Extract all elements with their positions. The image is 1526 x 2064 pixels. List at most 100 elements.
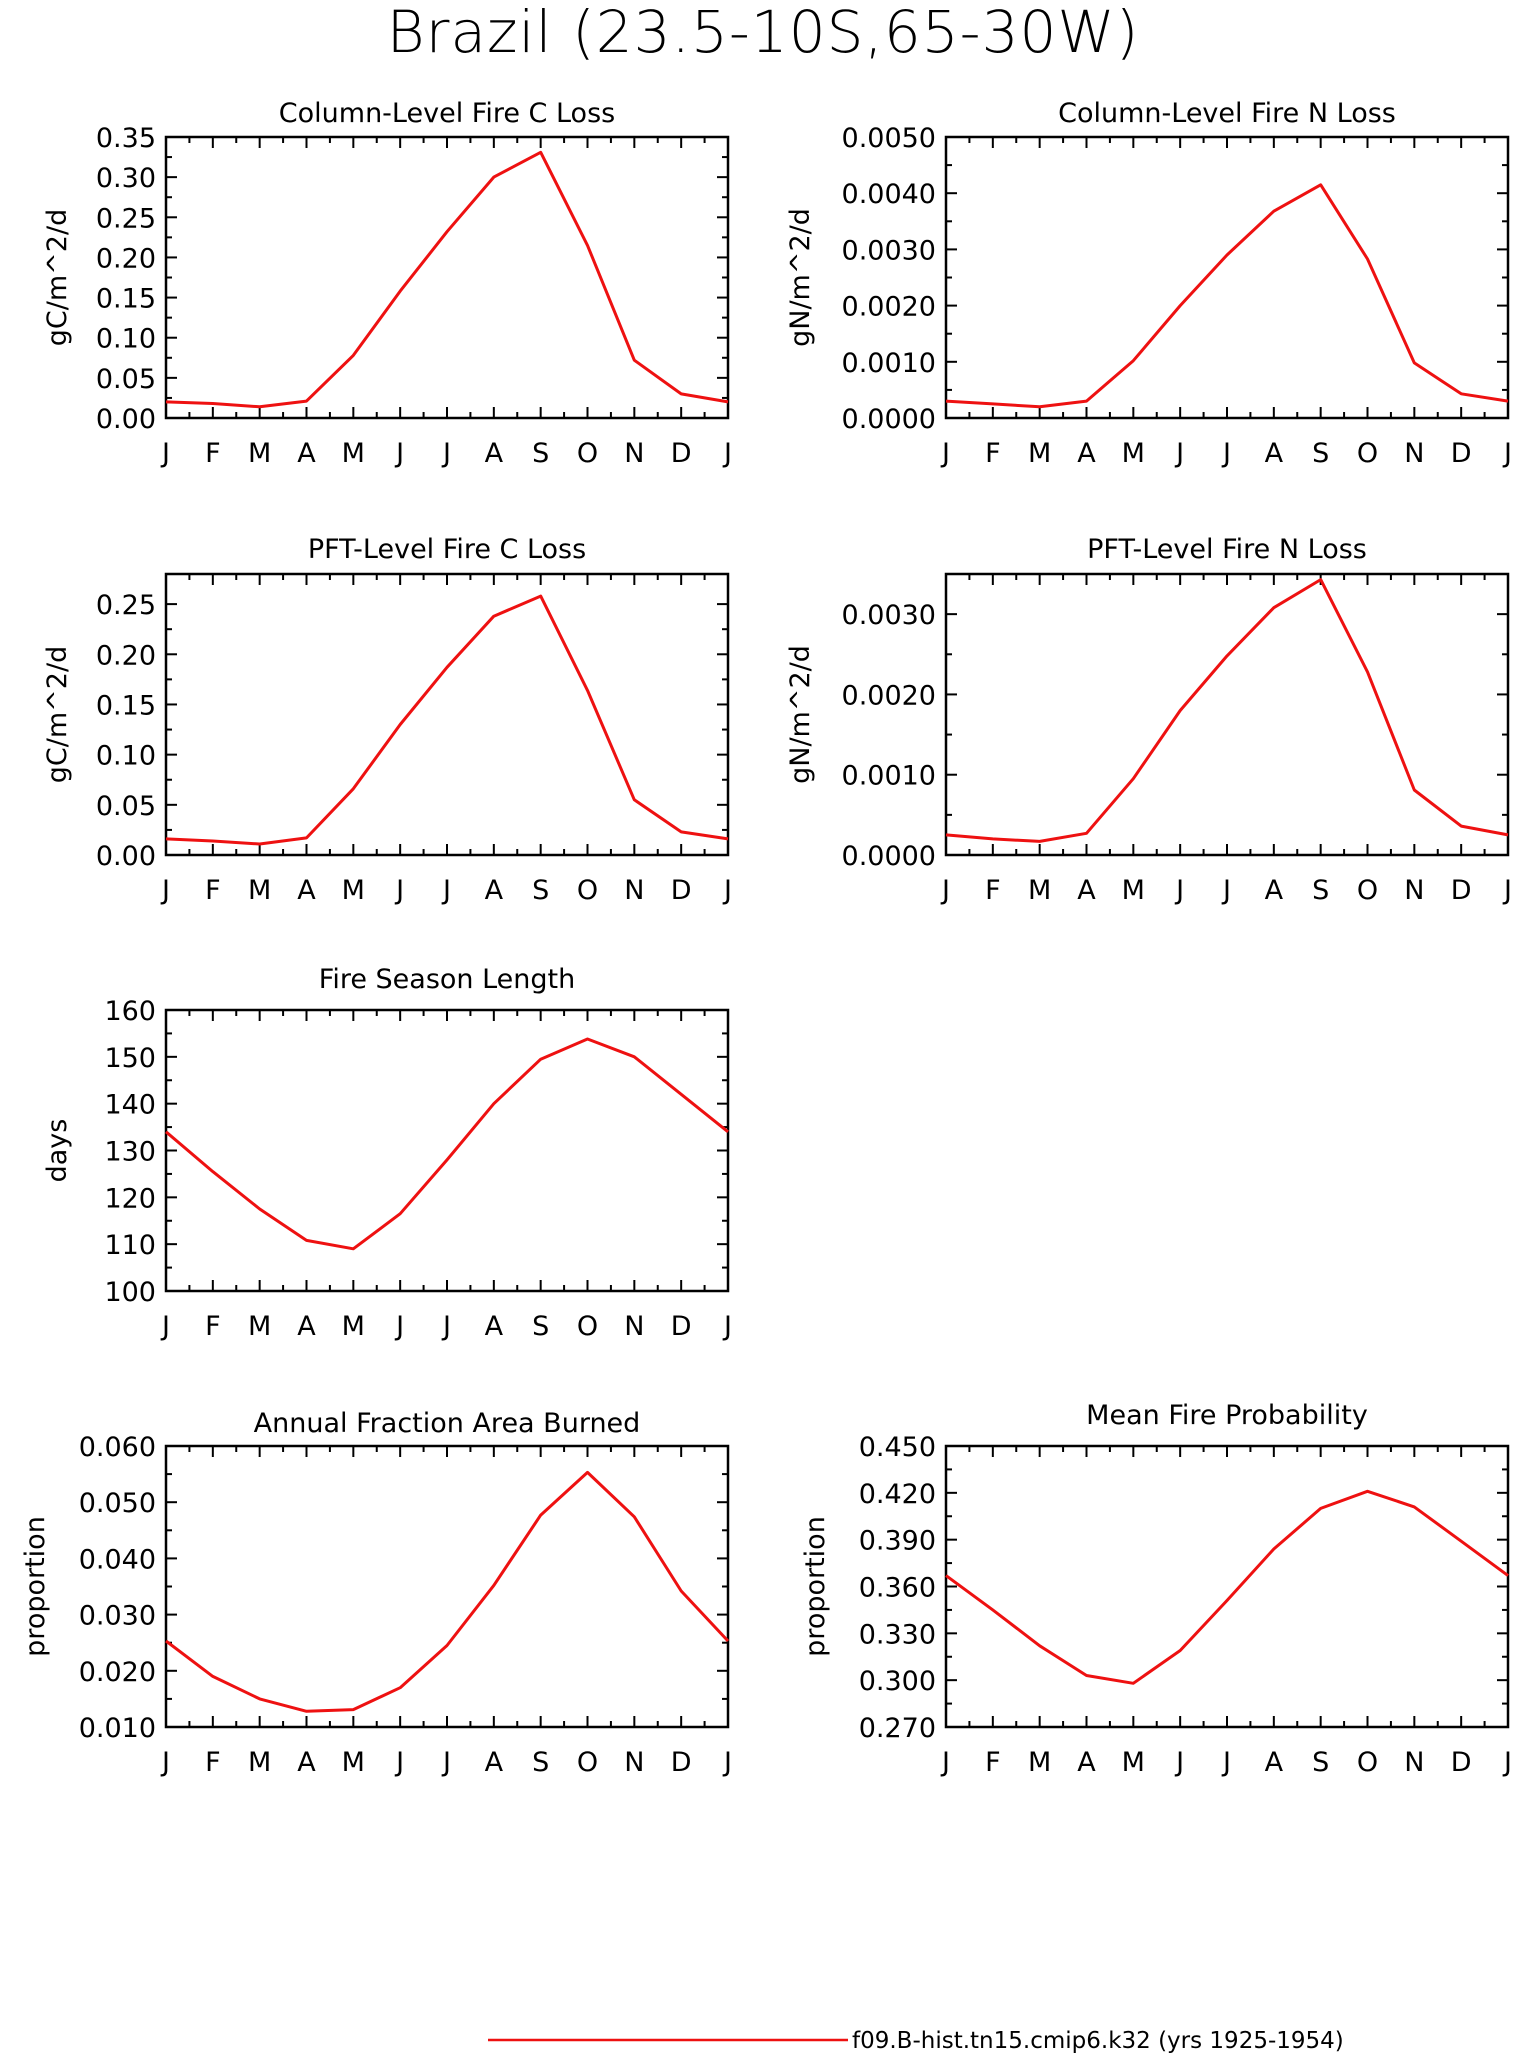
data-point (446, 666, 449, 669)
data-point (211, 402, 214, 405)
data-point (399, 290, 402, 293)
x-tick-label: M (248, 438, 271, 469)
x-tick-label: S (1312, 875, 1329, 906)
x-tick-label: J (722, 438, 732, 469)
data-point (492, 1102, 495, 1105)
data-point (492, 1584, 495, 1587)
y-tick-label: 0.0010 (842, 348, 936, 379)
x-tick-label: J (441, 1747, 451, 1778)
series-line (165, 1470, 730, 1713)
y-tick-label: 0.00 (96, 841, 156, 872)
y-tick-label: 0.0010 (842, 761, 936, 792)
data-point (633, 359, 636, 362)
y-axis-label: gN/m^2/d (785, 645, 816, 784)
data-point (1319, 578, 1322, 581)
x-tick-label: O (577, 1747, 598, 1778)
data-point (586, 244, 589, 247)
data-point (258, 1208, 261, 1211)
x-tick-label: M (1028, 875, 1051, 906)
data-point (1179, 1649, 1182, 1652)
x-tick-label: M (248, 875, 271, 906)
x-tick-label: J (1502, 438, 1512, 469)
data-point (1132, 1682, 1135, 1685)
x-tick-label: S (1312, 1747, 1329, 1778)
x-tick-label: O (1357, 875, 1378, 906)
x-tick-label: S (532, 1311, 549, 1342)
data-point (1038, 405, 1041, 408)
data-point (727, 837, 730, 840)
data-point (1366, 1490, 1369, 1493)
y-tick-label: 0.450 (859, 1432, 936, 1463)
data-point (1366, 257, 1369, 260)
x-tick-label: J (1174, 1747, 1184, 1778)
y-tick-label: 0.20 (96, 243, 156, 274)
y-tick-label: 110 (104, 1230, 156, 1261)
data-point (305, 400, 308, 403)
y-tick-label: 150 (104, 1043, 156, 1074)
y-axis-label: gN/m^2/d (785, 208, 816, 347)
data-point (399, 1212, 402, 1215)
data-point (1226, 254, 1229, 257)
x-tick-label: F (985, 1747, 1001, 1778)
x-tick-label: A (1265, 1747, 1284, 1778)
x-tick-label: J (394, 875, 404, 906)
data-point (1413, 361, 1416, 364)
x-tick-label: O (577, 1311, 598, 1342)
x-tick-label: J (441, 438, 451, 469)
data-point (586, 1038, 589, 1041)
x-tick-label: S (532, 1747, 549, 1778)
y-tick-label: 0.35 (96, 123, 156, 154)
data-point (680, 392, 683, 395)
x-tick-label: F (205, 1311, 221, 1342)
y-tick-label: 130 (104, 1137, 156, 1168)
x-tick-label: J (160, 1311, 170, 1342)
x-tick-label: O (1357, 438, 1378, 469)
y-tick-label: 0.0020 (842, 292, 936, 323)
data-point (727, 400, 730, 403)
x-tick-label: J (940, 1747, 950, 1778)
y-tick-label: 0.25 (96, 203, 156, 234)
x-tick-label: J (1174, 438, 1184, 469)
y-tick-label: 0.10 (96, 324, 156, 355)
y-axis-label: days (42, 1119, 73, 1183)
data-point (305, 1710, 308, 1713)
data-point (1038, 840, 1041, 843)
data-point (352, 787, 355, 790)
data-point (991, 1608, 994, 1611)
data-point (680, 1093, 683, 1096)
y-tick-label: 0.300 (859, 1666, 936, 1697)
x-tick-label: J (160, 875, 170, 906)
x-tick-label: A (485, 1311, 504, 1342)
y-tick-label: 0.0050 (842, 123, 936, 154)
data-point (727, 1640, 730, 1643)
x-tick-label: O (1357, 1747, 1378, 1778)
data-point (1085, 1674, 1088, 1677)
x-tick-label: A (1265, 875, 1284, 906)
x-tick-label: J (1174, 875, 1184, 906)
x-tick-label: A (485, 875, 504, 906)
data-point (1507, 1574, 1510, 1577)
y-tick-label: 0.0030 (842, 600, 936, 631)
y-axis-label: gC/m^2/d (42, 209, 73, 346)
x-tick-label: A (1265, 438, 1284, 469)
x-tick-label: A (297, 875, 316, 906)
data-point (1319, 1507, 1322, 1510)
x-tick-label: A (297, 1747, 316, 1778)
series-line (945, 1489, 1509, 1685)
x-tick-label: M (342, 1311, 365, 1342)
panel-title: Column-Level Fire N Loss (1058, 98, 1396, 129)
x-tick-label: F (205, 1747, 221, 1778)
x-tick-label: A (297, 1311, 316, 1342)
x-tick-label: M (248, 1311, 271, 1342)
x-tick-label: M (342, 438, 365, 469)
data-point (1507, 833, 1510, 836)
data-point (539, 1514, 542, 1517)
data-point (1319, 183, 1322, 186)
y-tick-label: 0.00 (96, 404, 156, 435)
